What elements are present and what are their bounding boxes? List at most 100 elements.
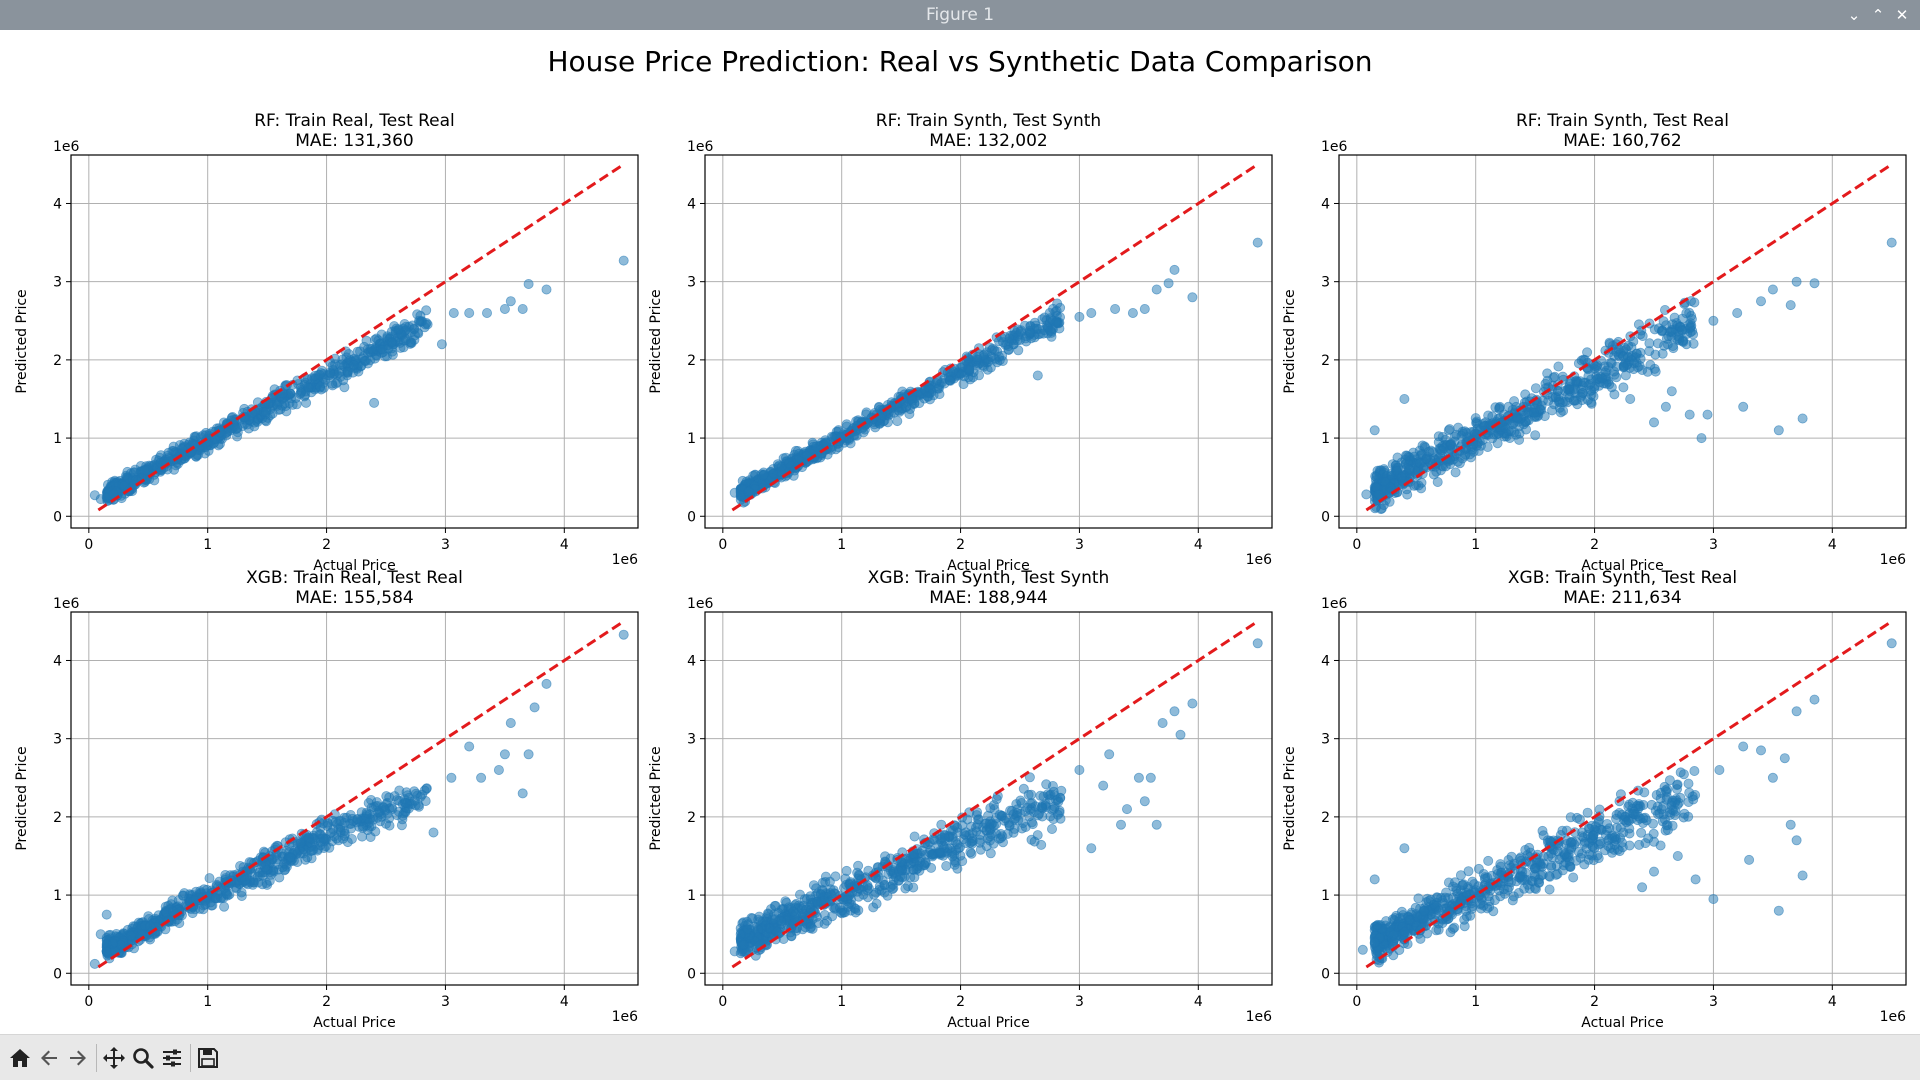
data-point [1657,348,1668,359]
data-point [871,898,882,909]
data-point [355,346,366,357]
y-tick-label: 0 [53,966,62,982]
data-point [257,879,268,890]
data-point [1785,819,1796,830]
axes-frame [70,611,639,986]
data-point [339,382,350,393]
data-point [204,873,215,884]
x-tick-label: 4 [1828,994,1837,1010]
data-point [295,387,306,398]
data-point [1027,819,1038,830]
back-arrow-icon[interactable] [35,1042,63,1074]
data-point [885,881,896,892]
data-point [988,820,999,831]
y-offset-text: 1e6 [687,139,714,155]
y-tick-label: 2 [1321,810,1330,826]
data-point [257,870,268,881]
data-point [1536,870,1547,881]
scatter-points [1357,638,1897,968]
zoom-icon[interactable] [129,1042,157,1074]
window-titlebar: Figure 1 ⌄ ⌃ ✕ [0,0,1920,30]
data-point [934,389,945,400]
data-point [1252,237,1263,248]
data-point [384,792,395,803]
data-point [1568,872,1579,883]
data-point [1371,471,1382,482]
x-tick-label: 4 [1194,537,1203,553]
y-axis-label: Predicted Price [14,746,30,850]
data-point [1638,813,1649,824]
data-point [1024,327,1035,338]
data-point [1486,870,1497,881]
data-point [1025,798,1036,809]
data-point [505,718,516,729]
data-point [729,946,740,957]
subplot-mae: MAE: 132,002 [929,131,1047,151]
data-point [1037,802,1048,813]
maximize-icon[interactable]: ⌃ [1871,6,1885,24]
ideal-prediction-line [1365,163,1893,512]
x-tick-label: 2 [956,994,965,1010]
data-point [924,847,935,858]
data-point [1440,461,1451,472]
data-point [1003,344,1014,355]
data-point [1587,841,1598,852]
x-tick-label: 2 [1590,994,1599,1010]
data-point [1624,828,1635,839]
data-point [1074,765,1085,776]
data-point [862,892,873,903]
data-point [1041,779,1052,790]
x-tick-label: 3 [441,994,450,1010]
data-point [358,821,369,832]
scatter-points [89,255,629,506]
data-point [305,837,316,848]
data-point [971,822,982,833]
data-point [1369,425,1380,436]
data-point [1633,319,1644,330]
data-point [987,343,998,354]
data-point [845,438,856,449]
data-point [1618,382,1629,393]
data-point [1459,914,1470,925]
scatter-points [89,629,629,969]
data-point [363,798,374,809]
data-point [985,831,996,842]
data-point [277,862,288,873]
data-point [1018,818,1029,829]
configure-subplots-icon[interactable] [158,1042,186,1074]
data-point [729,487,740,498]
x-tick-label: 4 [560,994,569,1010]
data-point [505,296,516,307]
data-point [1175,729,1186,740]
data-point [1785,300,1796,311]
data-point [1361,489,1372,500]
data-point [517,303,528,314]
window-title: Figure 1 [925,5,995,25]
data-point [1413,480,1424,491]
pan-icon[interactable] [100,1042,128,1074]
home-icon[interactable] [6,1042,34,1074]
data-point [1495,859,1506,870]
y-axis-label: Predicted Price [1282,746,1298,850]
data-point [1732,307,1743,318]
data-point [1373,489,1384,500]
save-icon[interactable] [194,1042,222,1074]
data-point [274,872,285,883]
data-point [1488,906,1499,917]
close-icon[interactable]: ✕ [1895,6,1909,24]
data-point [1086,843,1097,854]
data-point [476,772,487,783]
forward-arrow-icon[interactable] [64,1042,92,1074]
x-tick-label: 0 [718,994,727,1010]
data-point [1690,790,1701,801]
data-point [922,391,933,402]
data-point [167,906,178,917]
data-point [324,842,335,853]
minimize-icon[interactable]: ⌄ [1847,6,1861,24]
x-tick-label: 1 [203,994,212,1010]
data-point [1157,718,1168,729]
x-tick-label: 1 [1471,994,1480,1010]
